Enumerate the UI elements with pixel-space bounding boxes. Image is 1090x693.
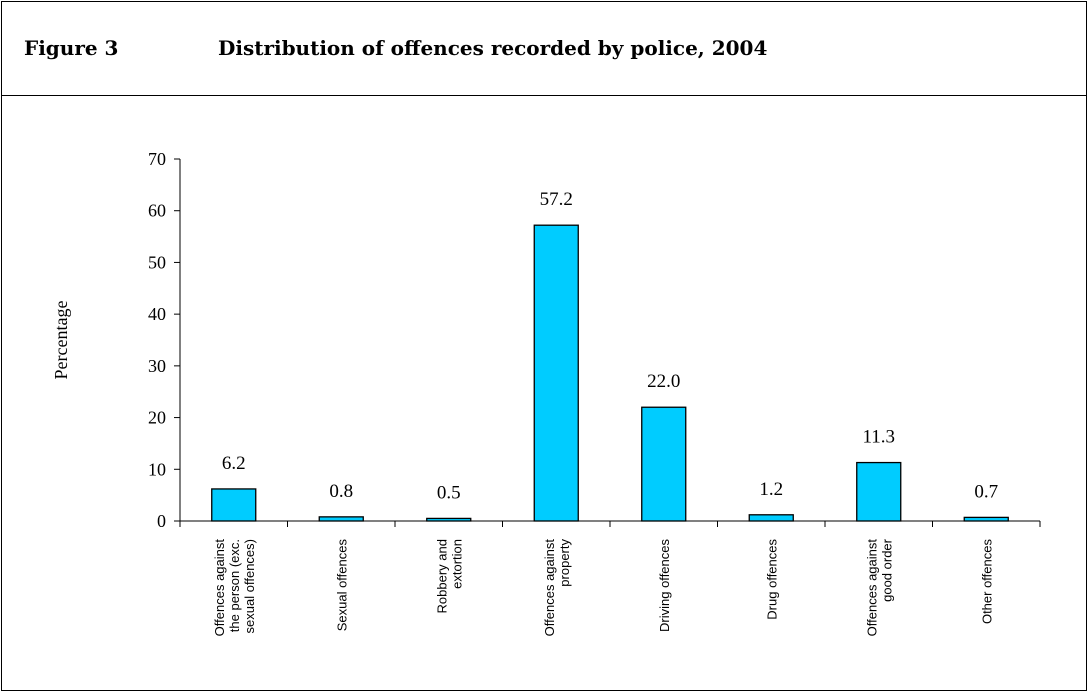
x-tick-label: Other offences [979, 539, 994, 625]
x-tick-label: Offences against [212, 539, 227, 637]
y-tick-label: 40 [148, 304, 166, 324]
x-tick-label: Offences against [542, 539, 557, 637]
y-tick-label: 70 [148, 149, 166, 169]
x-category-label: Robbery and extortion [434, 539, 464, 613]
data-label: 6.2 [222, 453, 246, 474]
y-tick-label: 60 [148, 201, 166, 221]
y-tick-label: 10 [148, 459, 166, 479]
x-tick-label: Sexual offences [334, 539, 349, 632]
data-label: 11.3 [862, 427, 895, 448]
y-tick-label: 50 [148, 252, 166, 272]
data-label: 0.5 [437, 482, 461, 503]
data-label: 0.7 [974, 481, 998, 502]
y-axis-label: Percentage [51, 301, 71, 380]
y-tick-label: 0 [157, 511, 166, 531]
x-tick-label: Robbery and [434, 539, 449, 613]
data-label: 57.2 [540, 189, 573, 210]
x-tick-label: Driving offences [657, 539, 672, 632]
x-category-label: Offences against the person (exc. sexual o… [212, 539, 257, 637]
x-tick-label: extortion [449, 539, 464, 589]
bar [748, 514, 794, 522]
y-tick-label: 30 [148, 356, 166, 376]
data-label: 1.2 [759, 479, 783, 500]
data-label: 22.0 [647, 371, 680, 392]
bar [211, 488, 257, 522]
x-tick-label: the person (exc. [227, 539, 242, 632]
data-label: 0.8 [329, 481, 353, 502]
x-category-label: Offences against good order [864, 538, 894, 636]
figure-number: Figure 3 [24, 36, 119, 60]
bar [426, 517, 472, 522]
x-tick-label: property [557, 539, 572, 587]
x-category-label: Drug offences [764, 539, 779, 620]
x-category-label: Driving offences [657, 539, 672, 632]
figure-title: Distribution of offences recorded by pol… [218, 36, 768, 60]
x-category-label: Sexual offences [334, 539, 349, 632]
x-tick-label: good order [879, 538, 894, 602]
bar [856, 461, 902, 522]
x-tick-label: Drug offences [764, 539, 779, 620]
x-tick-label: sexual offences) [242, 539, 257, 633]
bar [318, 516, 364, 522]
x-category-label: Offences against property [542, 539, 572, 637]
x-category-label: Other offences [979, 539, 994, 625]
figure-header: Figure 3 Distribution of offences record… [2, 2, 1086, 96]
x-tick-label: Offences against [864, 539, 879, 637]
bar [963, 516, 1009, 522]
y-tick-label: 20 [148, 408, 166, 428]
bar [641, 406, 687, 522]
bar [533, 224, 579, 522]
